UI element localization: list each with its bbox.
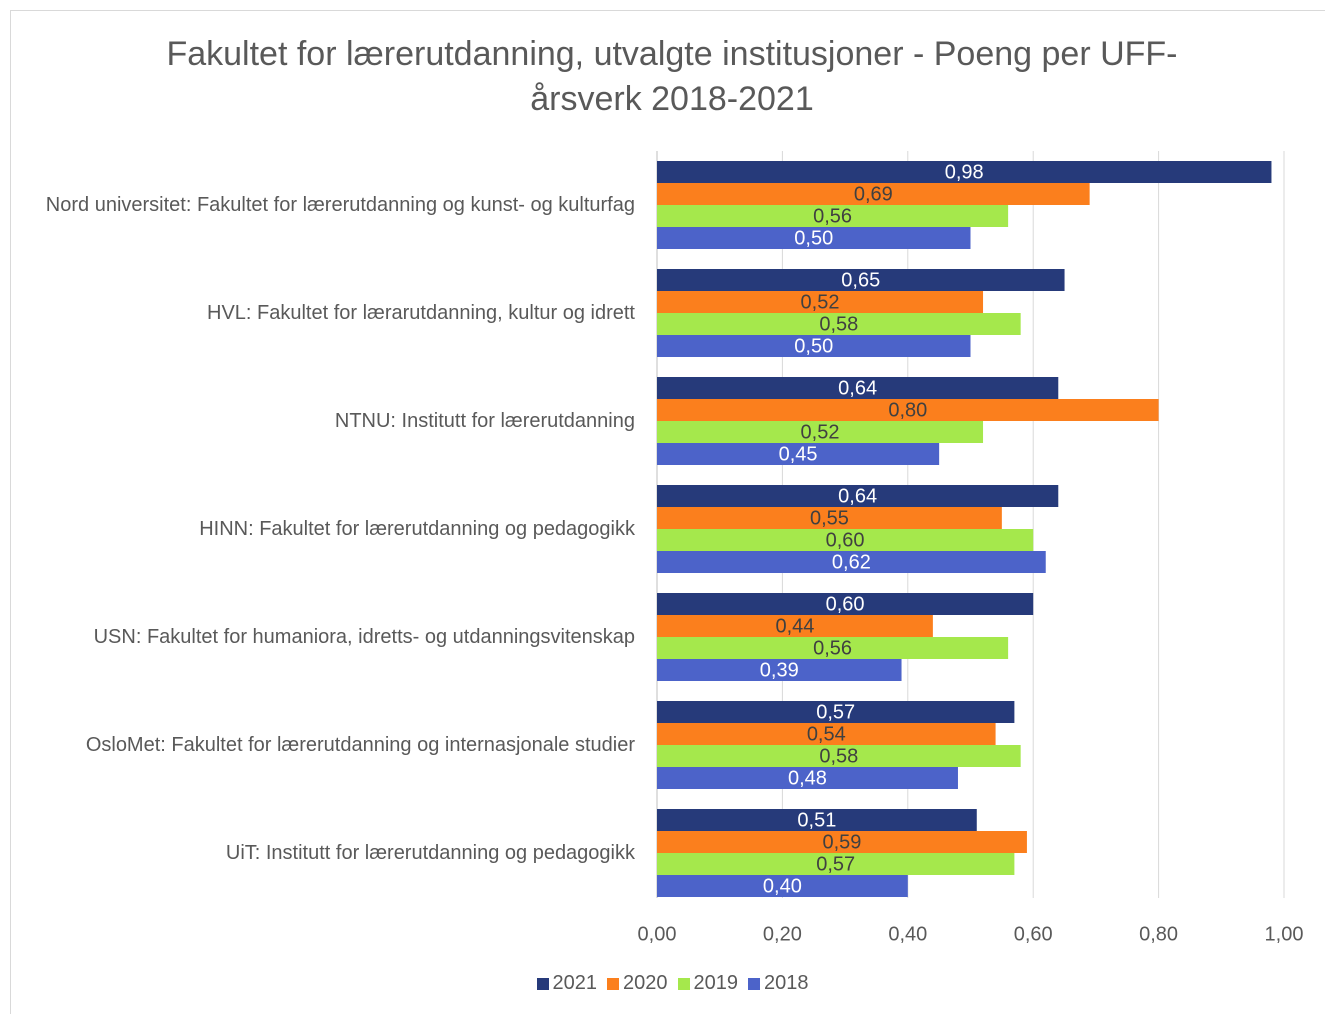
legend-label: 2020 — [623, 972, 668, 994]
bar — [657, 529, 1034, 551]
bar — [657, 485, 1059, 507]
value-label: 0,56 — [813, 637, 852, 659]
bar — [657, 853, 1015, 875]
value-label: 0,44 — [775, 615, 814, 637]
bar — [657, 745, 1021, 767]
value-label: 0,56 — [813, 205, 852, 227]
legend-item: 2019 — [677, 972, 739, 995]
value-label: 0,62 — [832, 551, 871, 573]
category-text: NTNU: Institutt for lærerutdanning — [334, 409, 635, 432]
value-label: 0,98 — [945, 161, 984, 183]
x-tick-label: 0,20 — [763, 923, 802, 945]
bar — [657, 227, 971, 249]
category-text: HINN: Fakultet for lærerutdanning og ped… — [199, 517, 635, 540]
category-text: USN: Fakultet for humaniora, idretts- og… — [93, 625, 635, 648]
bar — [657, 831, 1027, 853]
value-label: 0,69 — [854, 183, 893, 205]
value-label: 0,50 — [794, 335, 833, 357]
bar — [657, 335, 971, 357]
bar — [657, 593, 1034, 615]
category-label: USN: Fakultet for humaniora, idretts- og… — [20, 597, 635, 677]
bar — [657, 377, 1059, 399]
category-label: UiT: Institutt for lærerutdanning og ped… — [20, 813, 635, 893]
category-label: HINN: Fakultet for lærerutdanning og ped… — [20, 489, 635, 569]
value-label: 0,45 — [779, 443, 818, 465]
bar — [657, 723, 996, 745]
bar — [657, 659, 902, 681]
legend-swatch — [607, 977, 619, 990]
bar — [657, 637, 1009, 659]
legend-item: 2020 — [607, 972, 668, 995]
legend-label: 2018 — [764, 972, 809, 994]
value-label: 0,80 — [888, 399, 927, 421]
bar — [657, 399, 1159, 421]
category-text: OsloMet: Fakultet for lærerutdanning og … — [85, 733, 635, 756]
bar — [657, 161, 1272, 183]
value-label: 0,60 — [826, 593, 865, 615]
value-label: 0,65 — [841, 269, 880, 291]
value-label: 0,52 — [801, 421, 840, 443]
value-label: 0,52 — [801, 291, 840, 313]
category-text: Nord universitet: Fakultet for lærerutda… — [45, 193, 635, 216]
legend-item: 2018 — [748, 972, 809, 995]
value-label: 0,48 — [788, 767, 827, 789]
value-label: 0,64 — [838, 485, 877, 507]
bar — [657, 551, 1046, 573]
category-label: OsloMet: Fakultet for lærerutdanning og … — [20, 705, 635, 785]
category-text: UiT: Institutt for lærerutdanning og ped… — [225, 841, 635, 864]
value-label: 0,58 — [819, 745, 858, 767]
bar — [657, 291, 984, 313]
value-label: 0,57 — [816, 701, 855, 723]
bar — [657, 313, 1021, 335]
bar — [657, 421, 984, 443]
legend-swatch — [677, 977, 690, 990]
value-label: 0,50 — [794, 227, 833, 249]
value-label: 0,59 — [822, 831, 861, 853]
x-tick-label: 0,60 — [1014, 923, 1053, 945]
legend-swatch — [748, 977, 760, 990]
legend: 2021 2020 2019 2018 — [0, 972, 1325, 995]
value-label: 0,55 — [810, 507, 849, 529]
legend-label: 2021 — [552, 972, 598, 994]
bar — [657, 875, 908, 897]
bar — [657, 701, 1015, 723]
bar — [657, 809, 977, 831]
value-label: 0,58 — [819, 313, 858, 335]
bar — [657, 615, 933, 637]
value-label: 0,57 — [816, 853, 855, 875]
chart-title: Fakultet for lærerutdanning, utvalgte in… — [166, 35, 1178, 118]
bar — [657, 269, 1065, 291]
chart-border — [10, 10, 1325, 1014]
x-tick-label: 1,00 — [1265, 923, 1304, 945]
value-label: 0,39 — [760, 659, 799, 681]
bar — [657, 507, 1002, 529]
bar — [657, 183, 1090, 205]
x-tick-label: 0,80 — [1139, 923, 1178, 945]
category-label: HVL: Fakultet for lærarutdanning, kultur… — [20, 273, 635, 353]
value-label: 0,54 — [807, 723, 846, 745]
bar — [657, 767, 958, 789]
x-tick-label: 0,40 — [888, 923, 927, 945]
value-label: 0,51 — [797, 809, 836, 831]
legend-swatch — [536, 977, 549, 990]
bar — [657, 443, 940, 465]
value-label: 0,40 — [763, 875, 802, 897]
category-label: Nord universitet: Fakultet for lærerutda… — [20, 165, 635, 245]
legend-label: 2019 — [693, 972, 739, 994]
category-text: HVL: Fakultet for lærarutdanning, kultur… — [207, 301, 635, 324]
category-label: NTNU: Institutt for lærerutdanning — [20, 381, 635, 461]
bar — [657, 205, 1009, 227]
legend-item: 2021 — [536, 972, 598, 995]
x-tick-label: 0,00 — [638, 923, 677, 945]
value-label: 0,60 — [826, 529, 865, 551]
value-label: 0,64 — [838, 377, 877, 399]
